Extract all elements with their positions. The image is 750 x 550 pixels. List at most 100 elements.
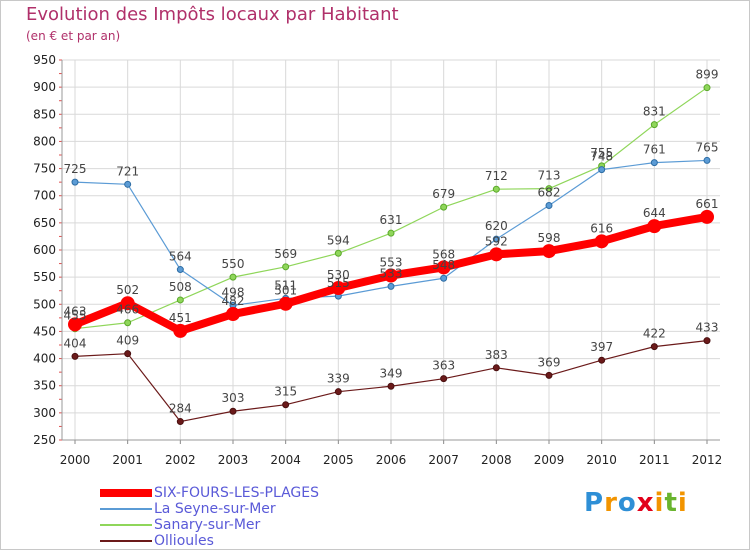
x-tick-label: 2001 (112, 453, 143, 467)
data-label: 712 (485, 169, 508, 183)
y-tick-label: 600 (33, 243, 56, 257)
data-label: 498 (222, 285, 245, 299)
data-label: 569 (274, 247, 297, 261)
x-tick-label: 2012 (692, 453, 723, 467)
data-label: 466 (116, 303, 139, 317)
x-tick-label: 2000 (60, 453, 91, 467)
data-point (545, 371, 553, 379)
logo-letter: x (636, 488, 655, 518)
data-point (387, 382, 395, 390)
data-label: 422 (643, 327, 666, 341)
data-label: 508 (169, 280, 192, 294)
data-label: 339 (327, 372, 350, 386)
y-tick-label: 300 (33, 406, 56, 420)
data-label: 550 (222, 257, 245, 271)
data-point (703, 84, 711, 92)
data-label: 433 (696, 321, 719, 335)
data-point (647, 219, 662, 234)
y-tick-label: 750 (33, 162, 56, 176)
y-tick-label: 250 (33, 433, 56, 447)
data-label: 598 (538, 231, 561, 245)
data-point (229, 407, 237, 415)
x-tick-label: 2003 (218, 453, 249, 467)
data-label: 482 (222, 294, 245, 308)
y-tick-label: 900 (33, 80, 56, 94)
data-point (124, 350, 132, 358)
grid (62, 59, 720, 441)
data-point (124, 319, 132, 327)
data-label: 564 (169, 250, 192, 264)
data-label: 530 (327, 268, 350, 282)
data-point (440, 274, 448, 282)
data-label: 661 (696, 197, 719, 211)
data-label: 548 (432, 258, 455, 272)
x-tick-label: 2007 (428, 453, 459, 467)
data-point (440, 203, 448, 211)
data-label: 616 (590, 221, 613, 235)
data-point (176, 296, 184, 304)
data-label: 463 (64, 304, 87, 318)
legend-label: SIX-FOURS-LES-PLAGES (154, 485, 320, 501)
y-tick-label: 350 (33, 379, 56, 393)
x-tick-label: 2010 (586, 453, 617, 467)
data-label: 502 (116, 283, 139, 297)
data-label: 755 (590, 146, 613, 160)
data-point (334, 249, 342, 257)
data-point (278, 296, 293, 311)
legend-swatch (100, 489, 152, 497)
x-tick-label: 2002 (165, 453, 196, 467)
data-point (594, 234, 609, 249)
series-ollioules (71, 337, 711, 426)
data-label: 455 (64, 309, 87, 323)
data-label: 284 (169, 402, 192, 416)
data-point (282, 401, 290, 409)
data-label: 721 (116, 164, 139, 178)
data-labels: 463 502 451 482 501 530 553 568 592 598 616 644 661 7… (64, 68, 719, 416)
data-label: 679 (432, 187, 455, 201)
data-point (492, 185, 500, 193)
data-point (120, 296, 135, 311)
y-tick-label: 550 (33, 270, 56, 284)
y-tick-label: 800 (33, 134, 56, 148)
data-label: 682 (538, 185, 561, 199)
data-point (545, 201, 553, 209)
data-point (173, 323, 188, 338)
x-tick-label: 2008 (481, 453, 512, 467)
data-point (176, 266, 184, 274)
axes: 250 300 350 400 450 500 550 600 650 700 750 800 850 9… (33, 53, 722, 467)
data-label: 397 (590, 340, 613, 354)
data-label: 725 (64, 162, 87, 176)
data-point (331, 281, 346, 295)
data-label: 620 (485, 219, 508, 233)
legend-label: Sanary-sur-Mer (154, 517, 261, 533)
data-point (492, 235, 500, 243)
data-label: 501 (274, 284, 297, 298)
y-tick-label: 700 (33, 189, 56, 203)
data-label: 404 (64, 336, 87, 350)
y-tick-label: 850 (33, 107, 56, 121)
logo-letter: P (584, 488, 605, 518)
logo-letter: i (677, 488, 688, 518)
data-point (650, 343, 658, 351)
data-point (440, 375, 448, 383)
x-tick-label: 2009 (534, 453, 565, 467)
chart-title: Evolution des Impôts locaux par Habitant (26, 4, 399, 25)
data-point (650, 121, 658, 129)
data-point (71, 352, 79, 360)
data-label: 553 (380, 256, 403, 270)
x-tick-label: 2011 (639, 453, 670, 467)
legend-label: La Seyne-sur-Mer (154, 501, 276, 517)
data-label: 899 (696, 68, 719, 82)
data-label: 451 (169, 311, 192, 325)
data-point (387, 282, 395, 290)
data-point (703, 156, 711, 164)
y-tick-label: 450 (33, 324, 56, 338)
logo-letter: i (654, 488, 665, 518)
logo-letter: o (617, 488, 637, 518)
data-point (226, 307, 240, 322)
data-point (700, 209, 714, 224)
legend-swatch (100, 524, 152, 526)
data-point (282, 263, 290, 271)
logo-letter: r (604, 488, 618, 518)
